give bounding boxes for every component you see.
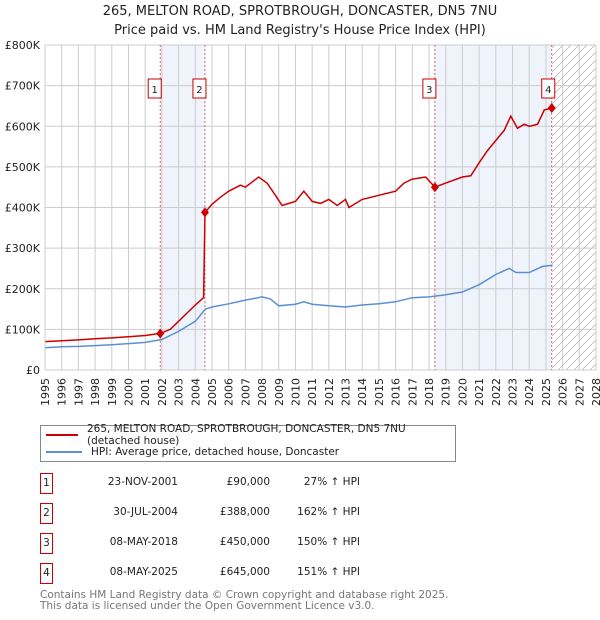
y-tick-label: £500K xyxy=(5,161,41,174)
sale-date: 08-MAY-2025 xyxy=(109,566,178,578)
sale-price: £90,000 xyxy=(226,476,270,488)
sale-marker: 3 xyxy=(40,533,53,554)
x-tick-label: 1997 xyxy=(72,378,85,406)
x-tick-label: 2015 xyxy=(373,378,386,406)
x-tick-label: 2003 xyxy=(173,378,186,406)
sale-hpi: 151% ↑ HPI xyxy=(297,566,360,578)
sale-label-box xyxy=(541,78,556,99)
sale-row: 2 30-JUL-2004 £388,000 162% ↑ HPI xyxy=(40,503,380,524)
sale-point xyxy=(200,207,209,218)
legend-item-hpi: HPI: Average price, detached house, Donc… xyxy=(46,444,339,460)
footer-line: Contains HM Land Registry data © Crown c… xyxy=(40,589,449,601)
x-tick-label: 2013 xyxy=(340,378,353,406)
x-tick-label: 2000 xyxy=(122,378,135,406)
sale-label-number: 1 xyxy=(152,85,158,96)
x-tick-label: 2020 xyxy=(456,378,469,406)
y-tick-label: £100K xyxy=(5,323,41,336)
x-tick-label: 2027 xyxy=(573,378,586,406)
legend: 265, MELTON ROAD, SPROTBROUGH, DONCASTER… xyxy=(40,423,456,462)
sale-label-box xyxy=(192,78,207,99)
x-tick-label: 2014 xyxy=(356,378,369,406)
sale-label-box xyxy=(147,78,162,99)
sale-row: 3 08-MAY-2018 £450,000 150% ↑ HPI xyxy=(40,533,380,554)
sale-date: 30-JUL-2004 xyxy=(113,506,178,518)
x-tick-label: 2009 xyxy=(273,378,286,406)
x-tick-label: 2021 xyxy=(473,378,486,406)
x-tick-label: 2005 xyxy=(206,378,219,406)
y-tick-label: £700K xyxy=(5,80,41,93)
legend-item-property: 265, MELTON ROAD, SPROTBROUGH, DONCASTER… xyxy=(46,423,455,447)
footer-line: This data is licensed under the Open Gov… xyxy=(40,600,375,612)
x-tick-label: 2002 xyxy=(156,378,169,406)
sale-marker: 1 xyxy=(40,473,53,494)
chart-subtitle: Price paid vs. HM Land Registry's House … xyxy=(114,23,486,38)
property-price-line xyxy=(44,107,552,343)
legend-label: HPI: Average price, detached house, Donc… xyxy=(91,446,340,458)
x-tick-label: 2028 xyxy=(590,378,600,406)
sale-marker: 4 xyxy=(40,563,53,584)
sale-row: 1 23-NOV-2001 £90,000 27% ↑ HPI xyxy=(40,473,380,494)
sale-label-number: 2 xyxy=(196,85,202,96)
y-tick-label: £600K xyxy=(5,120,41,133)
x-tick-label: 2019 xyxy=(440,378,453,406)
sale-price: £388,000 xyxy=(219,506,270,518)
sale-date: 23-NOV-2001 xyxy=(107,476,178,488)
legend-swatch-blue xyxy=(46,451,82,453)
x-tick-label: 2011 xyxy=(306,378,319,406)
sale-date: 08-MAY-2018 xyxy=(109,536,178,548)
y-tick-label: £800K xyxy=(5,39,41,52)
sale-marker: 2 xyxy=(40,503,53,524)
sale-label-number: 3 xyxy=(426,85,432,96)
sale-row: 4 08-MAY-2025 £645,000 151% ↑ HPI xyxy=(40,563,380,584)
x-tick-label: 2023 xyxy=(507,378,520,406)
x-tick-label: 2006 xyxy=(223,378,236,406)
sale-point xyxy=(430,182,439,193)
y-tick-label: £200K xyxy=(5,283,41,296)
x-tick-label: 2017 xyxy=(406,378,419,406)
sale-label-number: 4 xyxy=(545,85,551,96)
x-tick-label: 2012 xyxy=(323,378,336,406)
x-tick-label: 2004 xyxy=(189,378,202,406)
price-chart: 1995 1996 1997 1998 1999 2000 2001 2002 2003 2004… xyxy=(5,39,600,406)
x-tick-label: 2024 xyxy=(523,378,536,406)
sale-price: £450,000 xyxy=(219,536,270,548)
x-tick-label: 2026 xyxy=(557,378,570,406)
hpi-line xyxy=(44,264,553,349)
x-tick-label: 2007 xyxy=(239,378,252,406)
sale-label-box xyxy=(422,78,437,99)
chart-title: 265, MELTON ROAD, SPROTBROUGH, DONCASTER… xyxy=(0,2,600,40)
footer: Contains HM Land Registry data © Crown c… xyxy=(40,590,448,612)
y-tick-label: £0 xyxy=(26,364,40,377)
sale-hpi: 162% ↑ HPI xyxy=(297,506,360,518)
sale-point xyxy=(547,102,556,113)
legend-label: 265, MELTON ROAD, SPROTBROUGH, DONCASTER… xyxy=(86,423,406,447)
x-tick-label: 1996 xyxy=(56,378,69,406)
x-tick-label: 2016 xyxy=(390,378,403,406)
x-tick-label: 1999 xyxy=(106,378,119,406)
y-tick-label: £400K xyxy=(5,202,41,215)
sale-hpi: 27% ↑ HPI xyxy=(303,476,360,488)
x-tick-label: 2010 xyxy=(289,378,302,406)
x-tick-label: 2022 xyxy=(490,378,503,406)
sale-hpi: 150% ↑ HPI xyxy=(297,536,360,548)
x-tick-label: 2001 xyxy=(139,378,152,406)
x-tick-label: 2018 xyxy=(423,378,436,406)
x-tick-label: 1995 xyxy=(39,378,52,406)
chart-title-main: 265, MELTON ROAD, SPROTBROUGH, DONCASTER… xyxy=(102,4,498,19)
x-tick-label: 2008 xyxy=(256,378,269,406)
legend-swatch-red xyxy=(46,434,78,436)
y-tick-label: £300K xyxy=(5,242,41,255)
x-tick-label: 2025 xyxy=(540,378,553,406)
sale-point xyxy=(156,328,165,339)
sale-price: £645,000 xyxy=(219,566,270,578)
x-tick-label: 1998 xyxy=(89,378,102,406)
